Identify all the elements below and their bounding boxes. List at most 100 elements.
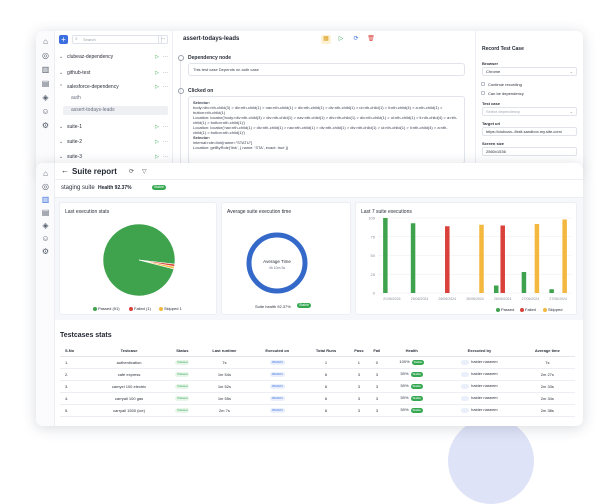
column-header: Testcase (91, 345, 167, 357)
column-header: Executed by (439, 345, 520, 357)
y-tick-label: 50 (371, 253, 376, 258)
testcases-title: Testcases stats (60, 332, 112, 339)
users-icon[interactable]: ☺ (41, 234, 50, 243)
step-node-icon (178, 88, 184, 94)
filter-icon[interactable]: ▽ (142, 169, 147, 175)
layers-icon[interactable]: ◈ (42, 93, 49, 102)
chevron-down-icon: ⌄ (569, 109, 573, 114)
screen-size-select[interactable]: 2560x1536 (482, 147, 577, 156)
status-badge: Passed (175, 384, 190, 389)
more-button[interactable]: ··· (158, 35, 168, 44)
tree-item[interactable]: ⌄ suite-3 ▷ ··· (59, 154, 168, 160)
step-title: Dependency node (188, 55, 232, 61)
column-header: Total Runs (303, 345, 349, 357)
table-row[interactable]: 1. authentication Passed 7s 05/2024 1 1 0 100% St… (60, 356, 575, 369)
y-tick-label: 75 (371, 234, 376, 239)
more-icon[interactable]: ··· (163, 84, 168, 90)
bar-passed (521, 272, 527, 293)
sync-icon[interactable]: ⟳ (353, 36, 359, 42)
x-tick-label: 26/06/2024 (466, 297, 484, 301)
executed-on-badge: 05/2024 (269, 384, 285, 389)
table-row[interactable]: 3. camyel 100 electric Passed 1m 52s 05/2024… (60, 380, 575, 393)
continue-recording-checkbox[interactable]: Continue recording (481, 82, 522, 87)
record-panel: Record Test Case Browser Chrome ⌄ Continu… (475, 31, 583, 171)
more-icon[interactable]: ··· (163, 139, 168, 145)
chevron-down-icon[interactable]: ⌄ (59, 124, 64, 130)
search-input[interactable]: ⌕ Search (72, 35, 162, 44)
legend-passed: Passed (91) (93, 306, 120, 311)
pie-slice (138, 259, 175, 270)
tree-item[interactable]: ⌄ clubeaz-dependency ▷ ··· (59, 54, 168, 60)
tree-item[interactable]: ⌄ suite-2 ▷ ··· (59, 139, 168, 145)
status-badge: Passed (175, 408, 190, 413)
play-icon[interactable]: ▷ (155, 124, 159, 130)
last-execution-card: Last execution stats Passed (91) Failed … (59, 202, 217, 315)
testcases-table: S.No Testcase Status Last runtime Executed o… (60, 345, 575, 417)
play-icon[interactable]: ▷ (155, 139, 159, 145)
home-icon[interactable]: ⌂ (43, 169, 48, 178)
avatar (461, 395, 470, 401)
test-case-editor-window: ⌂ ◎ ▥ ▤ ◈ ☺ ⚙ + ⌕ Search ··· ⌄ clubeaz-dep… (36, 31, 583, 171)
tree-item[interactable]: ⌄ github-test ▷ ··· (59, 70, 168, 76)
chevron-down-icon: ⌄ (569, 69, 573, 74)
settings-icon[interactable]: ⚙ (41, 247, 50, 256)
column-header: Last runtime (197, 345, 251, 357)
tree-item[interactable]: ⌃ salesforce-dependency ▷ ··· (59, 84, 168, 90)
more-icon[interactable]: ··· (163, 124, 168, 130)
table-row[interactable]: 2. café express Passed 1m 54s 05/2024 6 3 3 50% S… (60, 368, 575, 381)
play-icon[interactable]: ▷ (155, 70, 159, 76)
play-icon[interactable]: ▷ (155, 84, 159, 90)
more-icon[interactable]: ··· (163, 54, 168, 60)
settings-icon[interactable]: ⚙ (41, 121, 50, 130)
run-button[interactable]: ▷ (338, 36, 344, 42)
play-icon[interactable]: ▷ (155, 154, 159, 160)
chevron-down-icon[interactable]: ⌄ (59, 54, 64, 60)
chevron-down-icon[interactable]: ⌄ (59, 139, 64, 145)
globe-icon[interactable]: ◎ (42, 182, 49, 191)
column-header: Status (166, 345, 198, 357)
play-icon[interactable]: ▷ (155, 54, 159, 60)
status-badge: Passed (175, 360, 190, 365)
table-row[interactable]: 4. carryall 100 gas Passed 1m 55s 05/2024 6 3 3… (60, 392, 575, 405)
home-icon[interactable]: ⌂ (43, 37, 48, 46)
last-seven-card: Last 7 suite executions 0 25 50 75 100 21/06/… (355, 202, 577, 315)
chevron-down-icon[interactable]: ⌄ (59, 70, 64, 76)
calendar-icon[interactable]: ▤ (41, 79, 50, 88)
can-be-dependency-checkbox[interactable]: Can be dependency (481, 91, 524, 96)
chart-icon[interactable]: ▥ (41, 65, 50, 74)
tree-item[interactable]: auth (71, 95, 81, 101)
add-button[interactable]: + (59, 35, 68, 44)
stats-cards: Last execution stats Passed (91) Failed … (55, 198, 583, 320)
refresh-icon[interactable]: ⟳ (129, 169, 135, 175)
browser-select[interactable]: Chrome ⌄ (482, 67, 577, 76)
delete-icon[interactable]: 🗑 (367, 36, 375, 42)
chevron-up-icon[interactable]: ⌃ (59, 84, 64, 90)
globe-icon[interactable]: ◎ (42, 51, 49, 60)
bar-skipped (479, 224, 484, 293)
target-url-input[interactable]: https://clubcan--flxsit.sandbox.my.site.… (482, 127, 577, 136)
users-icon[interactable]: ☺ (41, 107, 50, 116)
bar-chart: 0 25 50 75 100 21/06/2024 26/06/2024 26/06/2024… (368, 216, 572, 301)
more-icon[interactable]: ··· (163, 154, 168, 160)
table-row[interactable]: 5. carryall 1500 (ice) Passed 2m 7s 05/2024 6… (60, 404, 575, 417)
layers-icon[interactable]: ◈ (42, 221, 49, 230)
status-badge: Passed (175, 396, 190, 401)
legend-passed: Passed (496, 307, 514, 312)
page-title: assert-todays-leads (183, 36, 240, 42)
x-tick-label: 26/06/2024 (411, 297, 429, 301)
tree-item[interactable]: assert-todays-leads (63, 106, 168, 115)
chart-icon[interactable]: ▥ (41, 195, 50, 204)
tree-item[interactable]: ⌄ suite-1 ▷ ··· (59, 124, 168, 130)
chevron-down-icon[interactable]: ⌄ (59, 154, 64, 160)
back-arrow-icon[interactable]: ← (61, 166, 69, 175)
test-case-select[interactable]: Select dependency ⌄ (482, 107, 577, 116)
page-title: Suite report (72, 167, 117, 176)
test-case-main: assert-todays-leads ▦ ▷ ⟳ 🗑 Dependency n… (173, 31, 475, 171)
column-header: S.No (60, 345, 92, 357)
more-icon[interactable]: ··· (163, 70, 168, 76)
calendar-icon[interactable]: ▤ (41, 208, 50, 217)
column-header: Average time (519, 345, 575, 357)
highlight-button[interactable]: ▦ (321, 35, 331, 44)
suite-name: staging suite (61, 185, 95, 191)
legend-failed: Failed (1) (129, 306, 151, 311)
